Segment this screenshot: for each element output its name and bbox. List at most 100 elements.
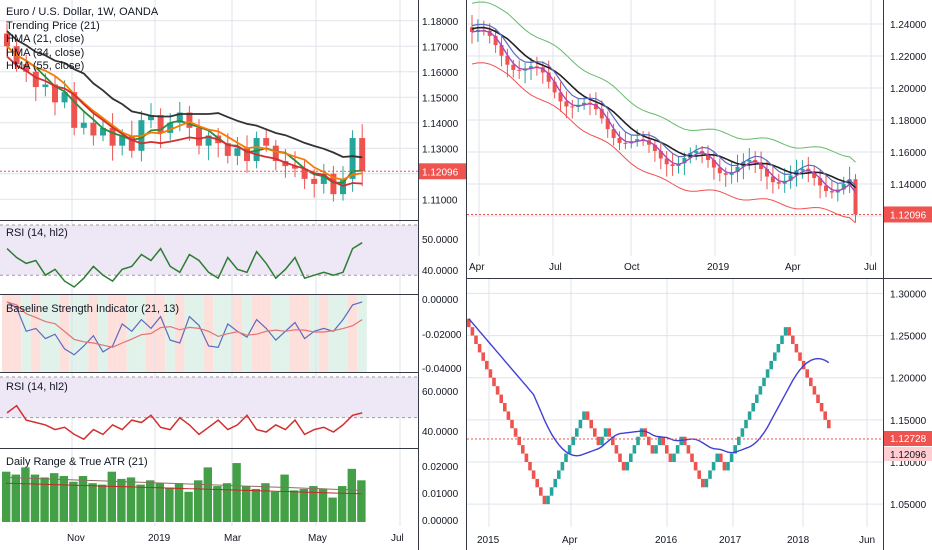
atr-panel[interactable]: Daily Range & True ATR (21) — [0, 449, 418, 526]
candle — [829, 191, 834, 193]
atr-bar — [11, 474, 20, 522]
candle — [80, 122, 87, 128]
rsi-2-tick: 40.0000 — [422, 427, 459, 438]
bsi-tick: 0.00000 — [422, 295, 459, 306]
renko-brick — [639, 428, 644, 437]
renko-brick — [715, 453, 719, 462]
renko-brick — [521, 445, 525, 454]
top-right-chart[interactable] — [467, 0, 883, 256]
renko-brick — [553, 478, 557, 488]
candle — [186, 112, 193, 128]
renko-ma-line — [468, 318, 830, 457]
bottom-right-time-axis: 2015 Apr 2016 2017 2018 Jun — [467, 527, 883, 550]
rsi-2-title: RSI (14, hl2) — [6, 381, 68, 393]
renko-brick — [733, 445, 737, 454]
renko-brick — [607, 428, 611, 437]
left-main-chart[interactable]: Euro / U.S. Dollar, 1W, OANDA Trending P… — [0, 0, 418, 220]
candle — [253, 138, 260, 161]
candle — [90, 122, 97, 136]
renko-brick — [571, 436, 575, 446]
price-tick: 1.14000 — [422, 119, 459, 130]
candle — [487, 30, 492, 36]
candle — [735, 166, 740, 173]
candle — [635, 139, 640, 142]
atr-bar — [98, 484, 107, 522]
candle — [282, 161, 289, 167]
renko-brick — [827, 419, 831, 429]
upper-band-line — [471, 1, 856, 163]
bottom-right-chart[interactable] — [467, 279, 883, 527]
renko-brick — [729, 453, 734, 462]
renko-brick — [650, 445, 655, 454]
candle — [605, 118, 610, 130]
renko-brick — [528, 462, 532, 471]
bsi-bg — [280, 295, 290, 372]
candle — [818, 178, 823, 186]
rsi-band — [0, 377, 418, 418]
renko-brick — [542, 495, 547, 505]
atr-bar — [146, 480, 155, 522]
renko-brick — [665, 445, 669, 454]
bsi-bg — [184, 295, 194, 372]
bsi-bg — [318, 295, 329, 372]
atr-title: Daily Range & True ATR (21) — [6, 456, 148, 468]
renko-brick — [643, 428, 647, 437]
fast-ma-line — [471, 30, 857, 194]
bsi-bg — [299, 295, 310, 372]
renko-brick — [470, 327, 475, 336]
legend-hma-34: HMA (34, close) — [6, 46, 85, 59]
renko-brick — [481, 352, 485, 361]
atr-bar — [78, 476, 88, 522]
candle — [128, 135, 135, 151]
price-tick: 1.25000 — [890, 332, 927, 343]
top-right-price-axis[interactable]: 1.24000 1.22000 1.20000 1.18000 1.16000 1.140… — [884, 0, 932, 256]
atr-tick: 0.01000 — [422, 489, 459, 500]
bsi-bg — [261, 295, 271, 372]
true-atr-line — [5, 476, 362, 491]
renko-brick — [773, 352, 777, 361]
renko-brick — [564, 453, 568, 462]
time-label: 2019 — [707, 262, 730, 273]
renko-brick — [589, 419, 593, 429]
candle — [841, 184, 846, 190]
bsi-bg — [338, 295, 348, 372]
renko-brick — [488, 369, 493, 378]
bsi-tick: -0.02000 — [422, 330, 462, 341]
renko-brick — [517, 436, 521, 446]
atr-bar — [261, 483, 270, 522]
candle — [157, 115, 164, 133]
renko-brick — [557, 470, 561, 479]
bsi-bg — [136, 295, 146, 372]
bsi-line — [6, 301, 363, 356]
atr-bar — [203, 467, 212, 522]
renko-brick — [632, 445, 637, 454]
left-price-axis[interactable]: 1.18000 1.17000 1.16000 1.15000 1.14000 1.130… — [418, 0, 466, 526]
bsi-bg — [117, 295, 127, 372]
renko-brick — [477, 344, 482, 353]
rsi-panel-2[interactable]: RSI (14, hl2) — [0, 373, 418, 448]
renko-brick — [740, 428, 745, 437]
candle — [330, 173, 337, 195]
renko-brick — [510, 419, 514, 429]
rsi-panel-1[interactable]: RSI (14, hl2) — [0, 221, 418, 294]
rsi2-line — [6, 404, 363, 441]
bsi-panel[interactable]: Baseline Strength Indicator (21, 13) — [0, 295, 418, 372]
renko-brick — [755, 394, 759, 403]
atr-bar — [21, 467, 30, 522]
renko-brick — [549, 487, 554, 496]
price-tick: 1.11000 — [422, 195, 458, 206]
atr-bar — [69, 481, 78, 522]
price-tick: 1.22000 — [890, 52, 927, 63]
price-tick: 1.16000 — [890, 148, 927, 159]
candle — [272, 145, 279, 161]
price-tick: 1.14000 — [890, 180, 927, 191]
candle — [617, 137, 622, 143]
renko-brick — [708, 470, 712, 479]
atr-bar — [174, 483, 184, 522]
atr-bar — [117, 478, 126, 522]
price-tick: 1.20000 — [890, 84, 927, 95]
bottom-right-price-axis[interactable]: 1.30000 1.25000 1.20000 1.15000 1.10000 1.050… — [884, 279, 932, 527]
candle — [776, 182, 781, 184]
renko-brick — [762, 377, 766, 387]
candle — [196, 127, 202, 146]
